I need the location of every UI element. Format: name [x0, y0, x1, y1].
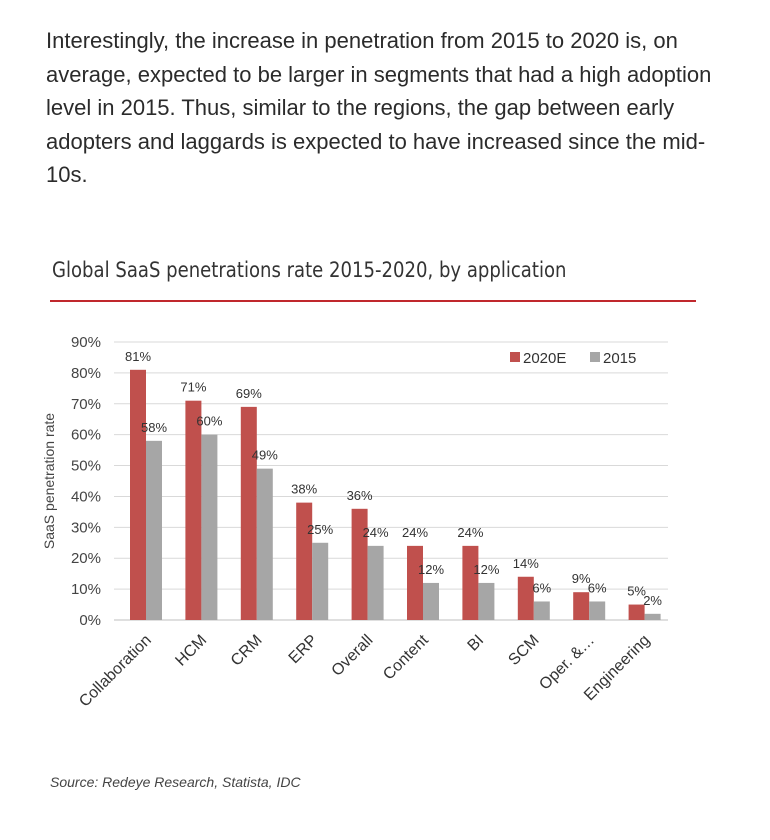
legend-label: 2020E	[523, 350, 566, 367]
data-label: 38%	[291, 482, 317, 497]
x-tick-label: HCM	[172, 632, 210, 670]
data-label: 36%	[347, 488, 373, 503]
data-label: 60%	[196, 414, 222, 429]
data-label: 6%	[588, 580, 607, 595]
data-label: 49%	[252, 448, 278, 463]
bar-2015	[644, 613, 661, 620]
bar-2020e	[573, 592, 590, 620]
y-tick-label: 70%	[71, 396, 101, 413]
x-tick-label: ERP	[286, 632, 321, 667]
data-label: 9%	[572, 571, 591, 586]
y-tick-label: 50%	[71, 458, 101, 475]
bar-2015	[423, 582, 439, 620]
bar-2020e	[296, 502, 313, 620]
bar-2015	[201, 434, 218, 620]
y-tick-label: 40%	[71, 488, 101, 505]
x-tick-label: BI	[465, 632, 488, 655]
bar-2015	[146, 440, 162, 620]
data-label: 6%	[532, 580, 551, 595]
y-tick-label: 0%	[79, 612, 101, 629]
x-tick-label: SCM	[505, 632, 542, 669]
legend-label: 2015	[603, 350, 636, 367]
x-tick-label: Collaboration	[76, 632, 155, 711]
bar-2020e	[462, 545, 479, 620]
bar-2015	[312, 542, 329, 620]
source-note: Source: Redeye Research, Statista, IDC	[50, 774, 301, 790]
title-divider	[50, 300, 696, 302]
y-axis-title: SaaS penetration rate	[41, 413, 57, 549]
data-label: 58%	[141, 420, 167, 435]
data-label: 25%	[307, 522, 333, 537]
chart-title: Global SaaS penetrations rate 2015-2020,…	[52, 258, 567, 282]
bar-2020e	[240, 406, 257, 620]
data-label: 12%	[473, 562, 499, 577]
data-label: 14%	[513, 556, 539, 571]
bar-2015	[367, 545, 384, 620]
bar-2020e	[185, 400, 202, 620]
legend-swatch	[510, 352, 520, 362]
data-label: 24%	[457, 525, 483, 540]
intro-paragraph: Interestingly, the increase in penetrati…	[46, 28, 712, 187]
y-tick-label: 90%	[71, 334, 101, 351]
y-tick-label: 10%	[71, 581, 101, 598]
data-label: 24%	[402, 525, 428, 540]
y-tick-label: 20%	[71, 550, 101, 567]
bar-2015	[256, 468, 273, 620]
data-label: 2%	[643, 593, 662, 608]
data-label: 24%	[363, 525, 389, 540]
x-tick-label: CRM	[228, 632, 266, 670]
bar-2020e	[517, 576, 534, 620]
bar-2020e	[628, 604, 645, 620]
x-tick-label: Overall	[329, 632, 377, 680]
data-label: 71%	[180, 380, 206, 395]
bar-2020e	[407, 545, 423, 620]
x-tick-label: Content	[380, 631, 432, 683]
y-tick-label: 60%	[71, 427, 101, 444]
data-label: 12%	[418, 562, 444, 577]
data-label: 81%	[125, 349, 151, 364]
legend-swatch	[590, 352, 600, 362]
bar-2020e	[351, 508, 368, 620]
bar-2015	[589, 601, 606, 620]
data-label: 5%	[627, 584, 646, 599]
bar-2015	[533, 601, 550, 620]
data-label: 69%	[236, 386, 262, 401]
bar-2015	[478, 582, 495, 620]
bar-2020e	[130, 369, 146, 620]
y-tick-label: 30%	[71, 519, 101, 536]
y-tick-label: 80%	[71, 365, 101, 382]
